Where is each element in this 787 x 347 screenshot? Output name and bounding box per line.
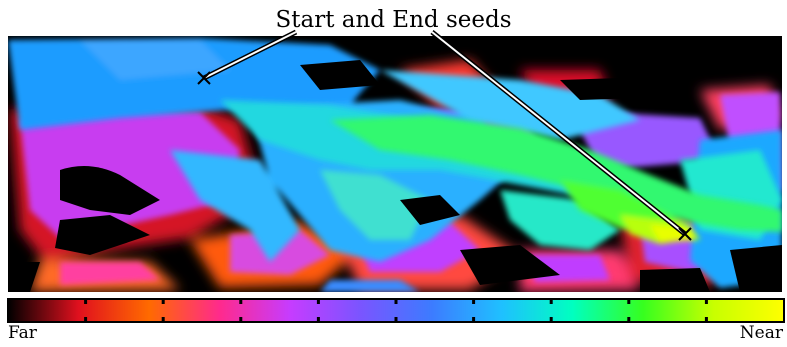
- distance-map: [8, 38, 782, 292]
- green-layer: [330, 115, 782, 244]
- colorbar-near-label: Near: [739, 323, 783, 343]
- colorbar: [7, 298, 785, 323]
- colorbar-far-label: Far: [8, 323, 37, 343]
- annotation-arrows: [202, 29, 687, 236]
- colorbar-ticks: [84, 299, 708, 322]
- end-seed-marker: [678, 227, 692, 241]
- arrow-to-end: [430, 30, 687, 236]
- arrow-to-start: [202, 29, 298, 81]
- annotation-title: Start and End seeds: [275, 7, 512, 33]
- black-regions: [8, 60, 782, 292]
- start-seed-marker: [197, 71, 211, 85]
